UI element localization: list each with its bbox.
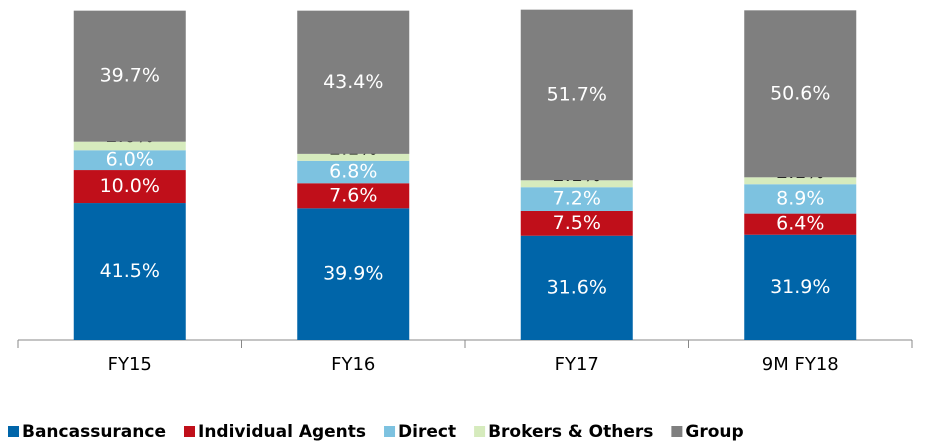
legend-label: Individual Agents (198, 422, 366, 442)
legend-swatch (8, 426, 19, 437)
x-tick-label: FY16 (331, 354, 375, 375)
data-label: 7.2% (553, 188, 601, 210)
bar-segment (297, 153, 410, 161)
bar-segment (297, 160, 410, 184)
bar-segment (73, 141, 186, 151)
legend-swatch (184, 426, 195, 437)
data-label: 31.9% (770, 276, 830, 298)
x-tick-label: FY15 (108, 354, 152, 375)
data-label: 39.7% (100, 65, 160, 87)
bar-segment (520, 187, 633, 211)
bar-segment (73, 150, 186, 171)
data-label: 10.0% (100, 175, 160, 197)
bar-segment (73, 203, 186, 340)
data-label: 6.0% (106, 149, 154, 171)
legend-swatch (384, 426, 396, 437)
data-label: 50.6% (770, 82, 830, 104)
data-label: 8.9% (776, 187, 824, 209)
bar-segment (744, 177, 857, 185)
legend-label: Direct (398, 422, 456, 442)
data-label: 7.5% (553, 212, 601, 234)
bar-segment (297, 183, 410, 209)
bar-segment (73, 170, 186, 204)
legend-label: Group (685, 422, 743, 442)
bar-segment (520, 235, 633, 340)
bar-segment (744, 234, 857, 340)
data-label: 6.8% (329, 161, 377, 183)
bar-segment (744, 213, 857, 235)
data-label: 51.7% (547, 83, 607, 105)
data-label: 43.4% (323, 71, 383, 93)
bar-segment (744, 10, 857, 178)
legend-swatch (474, 426, 486, 437)
bar-segment (520, 9, 633, 181)
bar-segment (520, 210, 633, 236)
x-tick-label: 9M FY18 (762, 354, 839, 375)
data-label: 39.9% (323, 263, 383, 285)
data-label: 41.5% (100, 260, 160, 282)
data-label: 31.6% (547, 276, 607, 298)
legend-label: Brokers & Others (488, 422, 653, 442)
data-label: 7.6% (329, 184, 377, 206)
legend-swatch (671, 426, 683, 437)
bar-segment (73, 10, 186, 142)
bar-segment (744, 184, 857, 214)
legend-label: Bancassurance (22, 422, 166, 442)
data-label: 6.4% (776, 213, 824, 235)
bar-segment (297, 10, 410, 154)
x-tick-label: FY17 (555, 354, 599, 375)
bar-segment (520, 180, 633, 188)
bar-segment (297, 208, 410, 340)
